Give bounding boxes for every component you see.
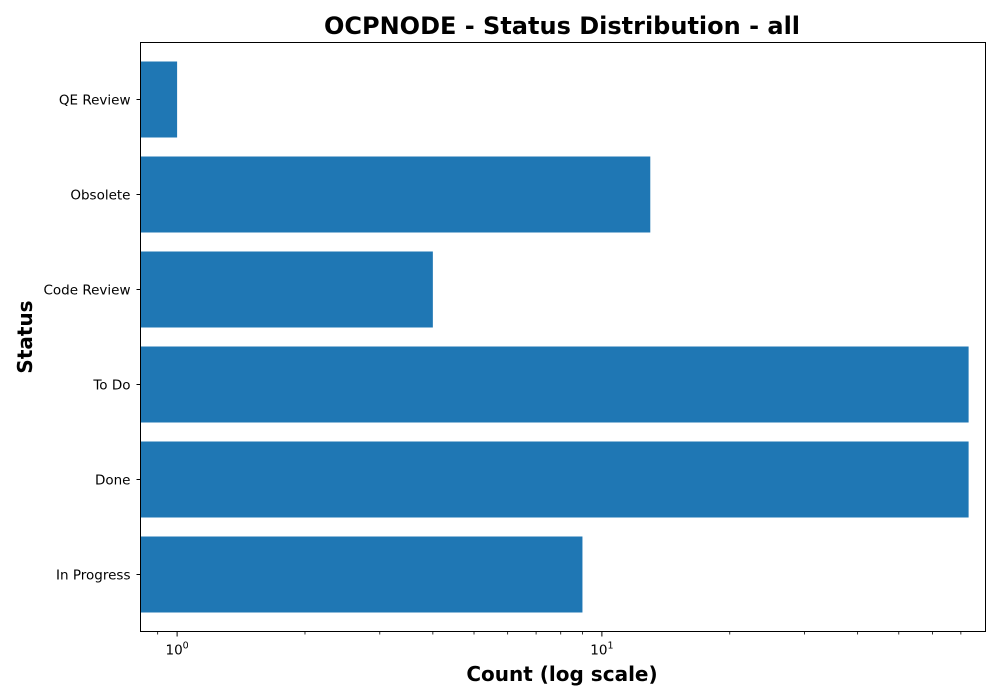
bar-obsolete (140, 156, 651, 233)
y-tick-label: Code Review (43, 283, 130, 299)
bars-group (140, 61, 969, 613)
bar-qe-review (140, 61, 178, 138)
y-axis-label: Status (13, 300, 37, 373)
y-axis-ticks: In Progress Done To Do Code Review Obsolete Q… (43, 93, 141, 584)
bar-done (140, 441, 969, 518)
y-tick-label: QE Review (59, 93, 131, 109)
y-tick-label: Obsolete (70, 188, 130, 204)
x-tick-label: 100 (165, 641, 188, 659)
bar-to-do (140, 346, 969, 423)
plot-frame (140, 42, 986, 632)
y-tick-label: In Progress (56, 568, 130, 584)
x-axis-label: Count (log scale) (466, 662, 657, 686)
bar-code-review (140, 251, 433, 328)
bar-in-progress (140, 536, 583, 613)
x-tick-label: 101 (590, 641, 613, 659)
chart-title: OCPNODE - Status Distribution - all (324, 12, 800, 40)
y-tick-label: To Do (92, 378, 130, 394)
y-tick-label: Done (95, 473, 131, 489)
x-axis-ticks: 100 101 (157, 631, 962, 659)
